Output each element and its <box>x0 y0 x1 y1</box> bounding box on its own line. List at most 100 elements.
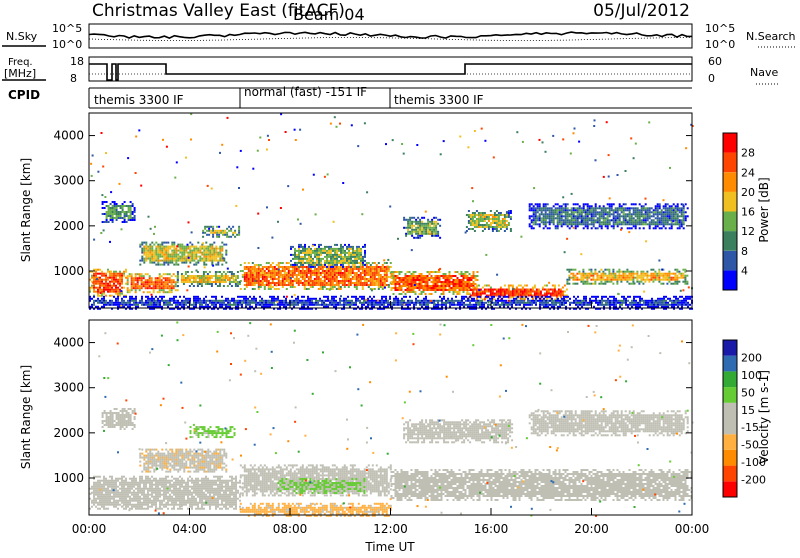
heatmap-cell-0-0 <box>119 295 121 297</box>
heatmap-cell-0-6 <box>352 278 354 280</box>
heatmap-cell-0-1 <box>149 281 151 283</box>
heatmap-cell-0-14 <box>91 298 93 300</box>
heatmap-cell-0-8 <box>415 277 417 279</box>
heatmap-cell-0-5 <box>104 213 106 215</box>
heatmap-cell-0-0 <box>99 281 101 283</box>
heatmap-cell-0-13 <box>537 219 539 221</box>
heatmap-cell-0-6 <box>306 280 308 282</box>
heatmap-cell-0-13 <box>533 211 535 213</box>
heatmap-cell-0-13 <box>587 207 589 209</box>
heatmap-cell-0-13 <box>589 223 591 225</box>
heatmap-cell-0-14 <box>121 298 123 300</box>
heatmap-cell-0-7 <box>348 258 350 260</box>
heatmap-cell-0-3 <box>183 252 185 254</box>
heatmap-cell-0-3 <box>163 242 165 244</box>
heatmap-cell-0-10 <box>582 271 584 273</box>
heatmap-cell-0-4 <box>218 236 220 238</box>
heatmap-cell-0-5 <box>106 205 108 207</box>
heatmap-cell-0-6 <box>352 268 354 270</box>
heatmap-cell-0-14 <box>293 300 295 302</box>
heatmap-cell-0-14 <box>421 300 423 302</box>
heatmap-cell-0-3 <box>181 258 183 260</box>
heatmap-cell-0-8 <box>405 293 407 295</box>
heatmap-cell-0-14 <box>111 302 113 304</box>
heatmap-cell-0-14 <box>321 302 323 304</box>
heatmap-cell-0-13 <box>613 203 615 205</box>
heatmap-cell-0-10 <box>654 277 656 279</box>
heatmap-cell-0-14 <box>229 304 231 306</box>
heatmap-cell-0-6 <box>260 274 262 276</box>
heatmap-cell-0-0 <box>95 281 97 283</box>
heatmap-cell-0-13 <box>615 215 617 217</box>
heatmap-cell-0-6 <box>246 276 248 278</box>
heatmap-cell-0-1 <box>141 287 143 289</box>
heatmap-cell-0-11 <box>429 221 431 223</box>
heatmap-cell-0-14 <box>309 300 311 302</box>
heatmap-cell-0-13 <box>663 219 665 221</box>
heatmap-cell-0-13 <box>665 223 667 225</box>
heatmap-cell-0-13 <box>549 223 551 225</box>
heatmap-cell-0-12 <box>504 224 506 226</box>
heatmap-cell-0-12 <box>508 222 510 224</box>
heatmap-cell-0-14 <box>269 300 271 302</box>
heatmap-cell-0-13 <box>579 221 581 223</box>
heatmap-cell-0-10 <box>674 283 676 285</box>
heatmap-cell-0-6 <box>378 286 380 288</box>
heatmap-cell-0-10 <box>670 273 672 275</box>
heatmap-cell-0-13 <box>617 207 619 209</box>
heatmap-cell-0-14 <box>379 304 381 306</box>
heatmap-cell-0-10 <box>588 275 590 277</box>
heatmap-cell-0-0 <box>113 291 115 293</box>
heatmap-cell-0-2 <box>191 271 193 273</box>
heatmap-cell-0-6 <box>340 286 342 288</box>
heatmap-cell-0-13 <box>573 211 575 213</box>
heatmap-cell-0-14 <box>219 302 221 304</box>
heatmap-cell-0-3 <box>163 258 165 260</box>
heatmap-cell-0-6 <box>264 274 266 276</box>
heatmap-cell-0-11 <box>437 233 439 235</box>
heatmap-cell-0-6 <box>340 280 342 282</box>
heatmap-cell-0-13 <box>581 215 583 217</box>
heatmap-cell-0-3 <box>175 248 177 250</box>
heatmap-cell-0-2 <box>177 275 179 277</box>
heatmap-cell-0-13 <box>573 221 575 223</box>
heatmap-cell-0-8 <box>447 289 449 291</box>
heatmap-cell-0-13 <box>631 203 633 205</box>
heatmap-cell-0-6 <box>356 276 358 278</box>
heatmap-cell-0-8 <box>425 285 427 287</box>
heatmap-cell-0-3 <box>175 264 177 266</box>
heatmap-cell-0-8 <box>437 275 439 277</box>
heatmap-cell-0-7 <box>302 260 304 262</box>
heatmap-cell-0-6 <box>280 270 282 272</box>
heatmap-cell-0-6 <box>354 274 356 276</box>
heatmap-cell-0-13 <box>609 213 611 215</box>
heatmap-cell-0-6 <box>360 274 362 276</box>
heatmap-cell-0-5 <box>134 217 136 219</box>
heatmap-cell-0-3 <box>141 244 143 246</box>
heatmap-cell-0-3 <box>215 252 217 254</box>
heatmap-cell-0-13 <box>663 215 665 217</box>
heatmap-cell-0-13 <box>667 207 669 209</box>
heatmap-cell-0-13 <box>553 211 555 213</box>
heatmap-cell-0-13 <box>551 219 553 221</box>
heatmap-cell-0-7 <box>314 262 316 264</box>
heatmap-cell-0-6 <box>272 274 274 276</box>
heatmap-cell-0-5 <box>126 215 128 217</box>
heatmap-cell-0-6 <box>384 272 386 274</box>
heatmap-cell-0-13 <box>657 215 659 217</box>
heatmap-cell-0-3 <box>173 252 175 254</box>
heatmap-cell-0-8 <box>465 285 467 287</box>
heatmap-cell-0-6 <box>368 262 370 264</box>
heatmap-cell-0-6 <box>250 266 252 268</box>
heatmap-cell-0-3 <box>179 252 181 254</box>
heatmap-cell-0-6 <box>286 276 288 278</box>
heatmap-cell-0-6 <box>318 272 320 274</box>
heatmap-cell-0-6 <box>266 276 268 278</box>
heatmap-cell-0-6 <box>264 278 266 280</box>
heatmap-cell-0-12 <box>502 222 504 224</box>
heatmap-cell-0-9 <box>520 285 522 287</box>
heatmap-cell-0-14 <box>125 302 127 304</box>
heatmap-cell-0-14 <box>131 304 133 306</box>
heatmap-cell-0-10 <box>668 271 670 273</box>
heatmap-cell-0-1 <box>147 291 149 293</box>
